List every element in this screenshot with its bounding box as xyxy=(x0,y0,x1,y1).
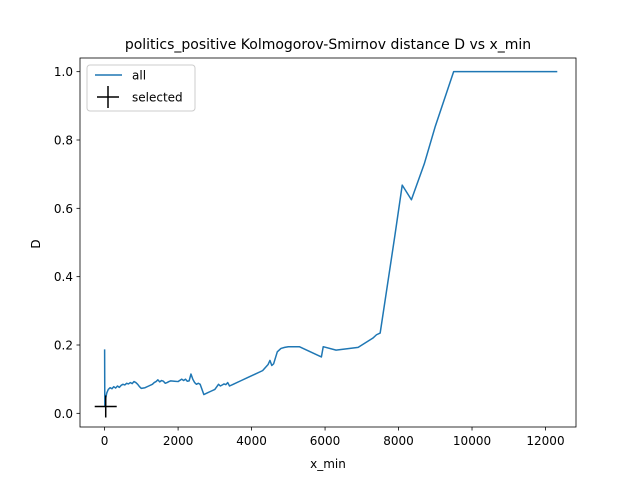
plot-area xyxy=(94,70,558,418)
x-tick-label: 6000 xyxy=(310,434,341,448)
chart-title: politics_positive Kolmogorov-Smirnov dis… xyxy=(125,37,531,53)
x-axis-label: x_min xyxy=(310,457,346,471)
axes: 0 2000 4000 6000 8000 10000 12000 0.0 0.2 0.4 0.6 0… xyxy=(54,57,577,448)
x-tick-label: 2000 xyxy=(163,434,194,448)
legend: all selected xyxy=(86,64,196,112)
series-line-all xyxy=(103,70,558,408)
x-tick-label: 10000 xyxy=(453,434,491,448)
y-tick-label: 0.6 xyxy=(54,202,73,216)
selected-marker xyxy=(94,395,117,418)
x-tick-label: 8000 xyxy=(383,434,414,448)
x-tick-label: 0 xyxy=(101,434,109,448)
y-axis-label: D xyxy=(29,239,43,248)
x-tick-label: 12000 xyxy=(526,434,564,448)
y-tick-label: 0.4 xyxy=(54,270,73,284)
legend-label-all: all xyxy=(132,69,146,83)
axes-frame xyxy=(79,57,577,428)
y-tick-label: 0.0 xyxy=(54,407,73,421)
legend-label-selected: selected xyxy=(132,91,183,105)
legend-box xyxy=(86,64,196,112)
y-tick-label: 0.8 xyxy=(54,134,73,148)
y-tick-label: 0.2 xyxy=(54,339,73,353)
y-tick-label: 1.0 xyxy=(54,65,73,79)
x-tick-label: 4000 xyxy=(236,434,267,448)
